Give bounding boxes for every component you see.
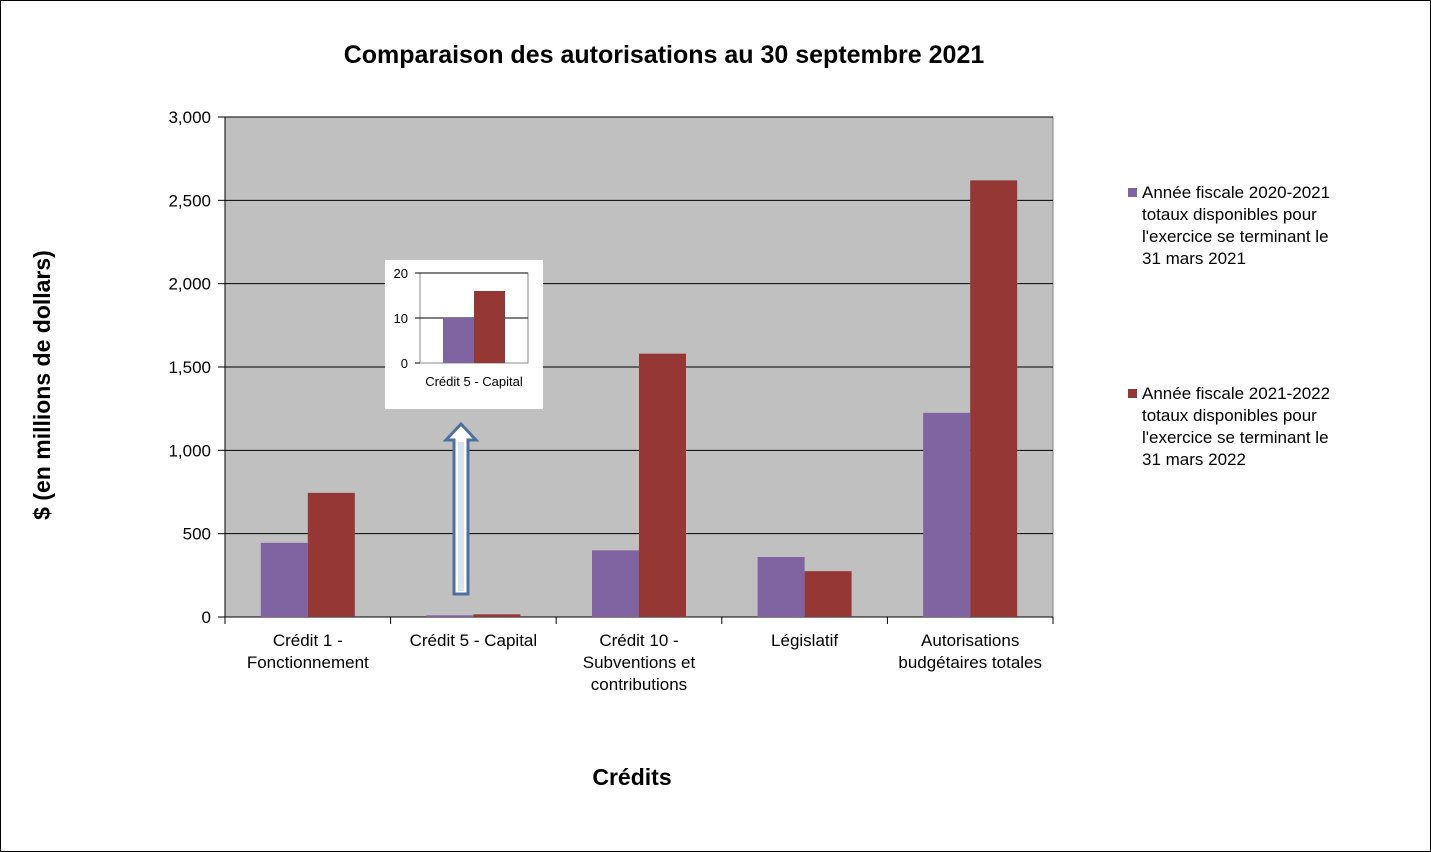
legend: Année fiscale 2020-2021 totaux disponible…	[1128, 182, 1368, 471]
bar-2020-2021	[923, 412, 971, 617]
y-tick-label: 2,500	[168, 191, 211, 210]
y-tick-label: 0	[202, 608, 211, 627]
inset-x-tick-label: Crédit 5 - Capital	[425, 374, 523, 389]
legend-item-2021-2022: Année fiscale 2021-2022 totaux disponible…	[1128, 383, 1368, 471]
y-tick-label: 1,000	[168, 441, 211, 460]
legend-label-line: 31 mars 2021	[1142, 249, 1246, 268]
chart-title: Comparaison des autorisations au 30 sept…	[344, 41, 985, 69]
y-tick-label: 500	[183, 525, 211, 544]
legend-label-line: 31 mars 2022	[1142, 450, 1246, 469]
legend-label-line: l'exercice se terminant le	[1142, 428, 1329, 447]
x-tick-label-line: Crédit 1 -	[273, 631, 343, 650]
legend-label-line: l'exercice se terminant le	[1142, 227, 1329, 246]
bar-2020-2021	[757, 557, 805, 617]
bar-2021-2022	[970, 180, 1018, 618]
legend-label-line: Année fiscale 2021-2022	[1142, 384, 1331, 403]
x-tick-label-line: Crédit 5 - Capital	[410, 631, 538, 650]
x-tick-label: Crédit 1 - Fonctionnement	[247, 631, 369, 672]
inset-y-tick-label: 20	[394, 266, 408, 281]
bar-2020-2021	[260, 542, 308, 617]
arrow-shaft-highlight	[458, 442, 464, 591]
legend-label-line: Année fiscale 2020-2021	[1142, 183, 1331, 202]
x-tick-label-line: Crédit 10 -	[599, 631, 678, 650]
x-tick-label-line: contributions	[591, 675, 687, 694]
bar-2021-2022	[639, 353, 686, 617]
legend-swatch-2020-2021	[1128, 188, 1137, 197]
legend-label-line: totaux disponibles pour	[1142, 205, 1317, 224]
bar-2020-2021	[426, 615, 474, 617]
inset-y-tick-label: 0	[401, 356, 408, 371]
legend-label-2020-2021: Année fiscale 2020-2021 totaux disponible…	[1142, 182, 1368, 270]
x-tick-label-line: budgétaires totales	[898, 653, 1042, 672]
inset-bar-2020-2021	[443, 318, 474, 363]
y-tick-label: 1,500	[168, 358, 211, 377]
x-tick-label-line: Législatif	[771, 631, 838, 650]
legend-item-2020-2021: Année fiscale 2020-2021 totaux disponible…	[1128, 182, 1368, 270]
x-axis-label: Crédits	[592, 764, 671, 790]
y-tick-label: 2,000	[168, 275, 211, 294]
x-tick-label-line: Fonctionnement	[247, 653, 369, 672]
x-tick-label: Législatif	[771, 631, 838, 650]
bar-2021-2022	[307, 492, 355, 617]
bar-2020-2021	[592, 550, 639, 617]
y-axis-label: $ (en millions de dollars)	[29, 250, 55, 520]
x-tick-label: Crédit 10 - Subventions et contributions	[583, 631, 696, 694]
legend-label-2021-2022: Année fiscale 2021-2022 totaux disponible…	[1142, 383, 1368, 471]
x-tick-label: Crédit 5 - Capital	[410, 631, 538, 650]
inset-y-tick-label: 10	[394, 311, 408, 326]
bar-2021-2022	[473, 614, 521, 617]
x-tick-label-line: Subventions et	[583, 653, 696, 672]
inset-bar-2021-2022	[474, 291, 505, 363]
legend-swatch-2021-2022	[1128, 389, 1137, 398]
x-tick-label: Autorisations budgétaires totales	[898, 631, 1042, 672]
x-tick-label-line: Autorisations	[921, 631, 1019, 650]
bar-2021-2022	[804, 571, 852, 617]
legend-label-line: totaux disponibles pour	[1142, 406, 1317, 425]
y-tick-label: 3,000	[168, 108, 211, 127]
